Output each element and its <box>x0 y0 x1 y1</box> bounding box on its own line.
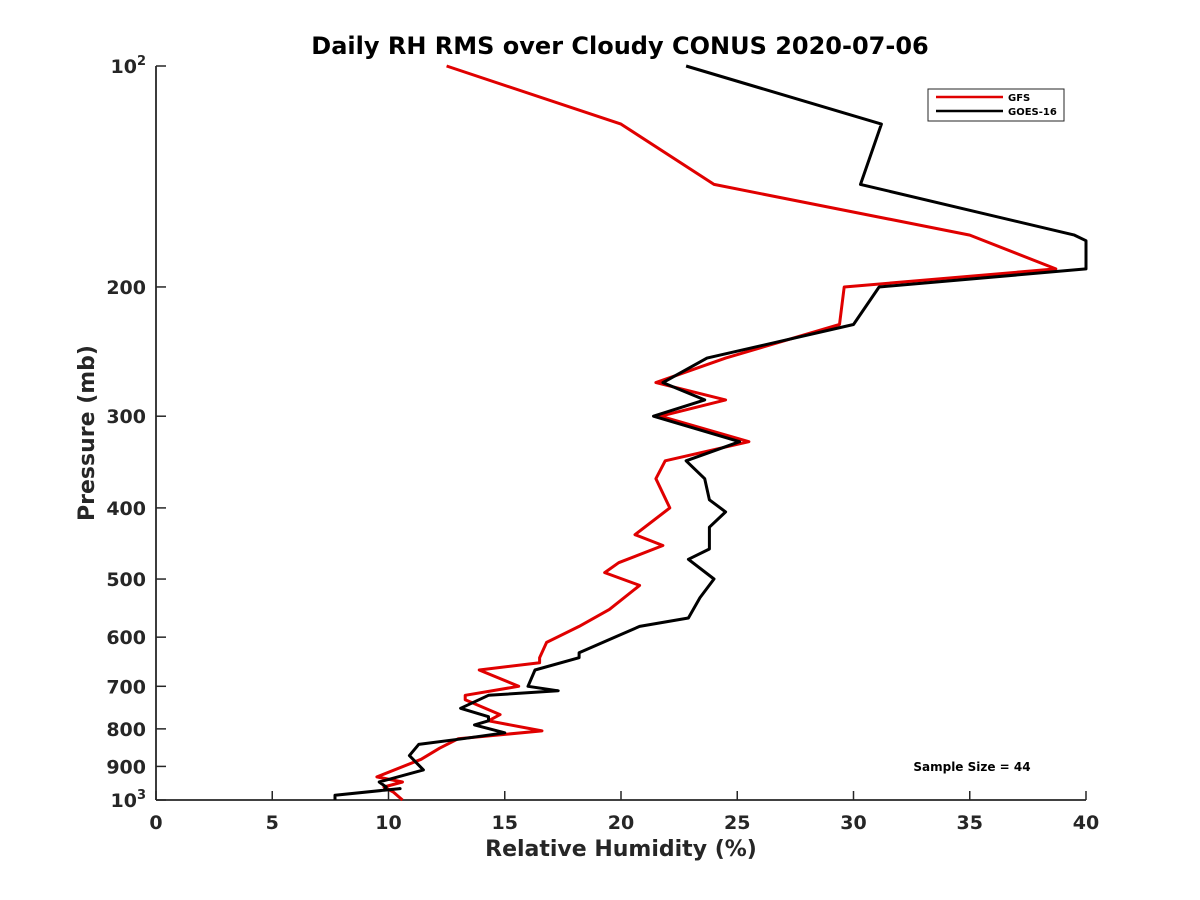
y-tick-label: 600 <box>106 627 146 649</box>
sample-size-annotation: Sample Size = 44 <box>913 760 1030 774</box>
y-tick-label: 300 <box>106 406 146 428</box>
y-axis-label: Pressure (mb) <box>75 345 100 521</box>
x-tick-label: 5 <box>266 812 279 834</box>
x-tick-label: 20 <box>608 812 634 834</box>
plot-area: 0 5 10 15 20 25 30 35 40 102 200 300 400 500 600 700 80… <box>106 54 1099 834</box>
y-tick-label: 900 <box>106 756 146 778</box>
legend-gfs-label: GFS <box>1008 93 1030 104</box>
chart-title: Daily RH RMS over Cloudy CONUS 2020-07-0… <box>311 32 928 60</box>
y-tick-label: 800 <box>106 719 146 741</box>
y-tick-label: 103 <box>111 788 147 812</box>
x-tick-label: 30 <box>840 812 866 834</box>
series-line-goes-16 <box>333 64 1088 800</box>
y-tick-label: 700 <box>106 676 146 698</box>
legend: GFS GOES-16 <box>927 88 1065 122</box>
y-tick-label: 102 <box>111 54 147 78</box>
legend-goes16-label: GOES-16 <box>1008 107 1057 118</box>
x-tick-label: 0 <box>149 812 162 834</box>
x-tick-label: 40 <box>1073 812 1099 834</box>
y-ticks: 102 200 300 400 500 600 700 800 900 103 <box>106 54 166 812</box>
x-tick-label: 35 <box>957 812 983 834</box>
y-tick-label: 500 <box>106 569 146 591</box>
x-axis-label: Relative Humidity (%) <box>485 837 757 862</box>
y-tick-label: 200 <box>106 277 146 299</box>
x-tick-label: 10 <box>375 812 401 834</box>
series-lines <box>333 64 1088 802</box>
y-tick-label: 400 <box>106 498 146 520</box>
x-ticks: 0 5 10 15 20 25 30 35 40 <box>149 791 1099 834</box>
x-tick-label: 15 <box>492 812 518 834</box>
legend-box <box>927 88 1065 122</box>
x-tick-label: 25 <box>724 812 750 834</box>
series-line-gfs <box>375 64 1058 802</box>
